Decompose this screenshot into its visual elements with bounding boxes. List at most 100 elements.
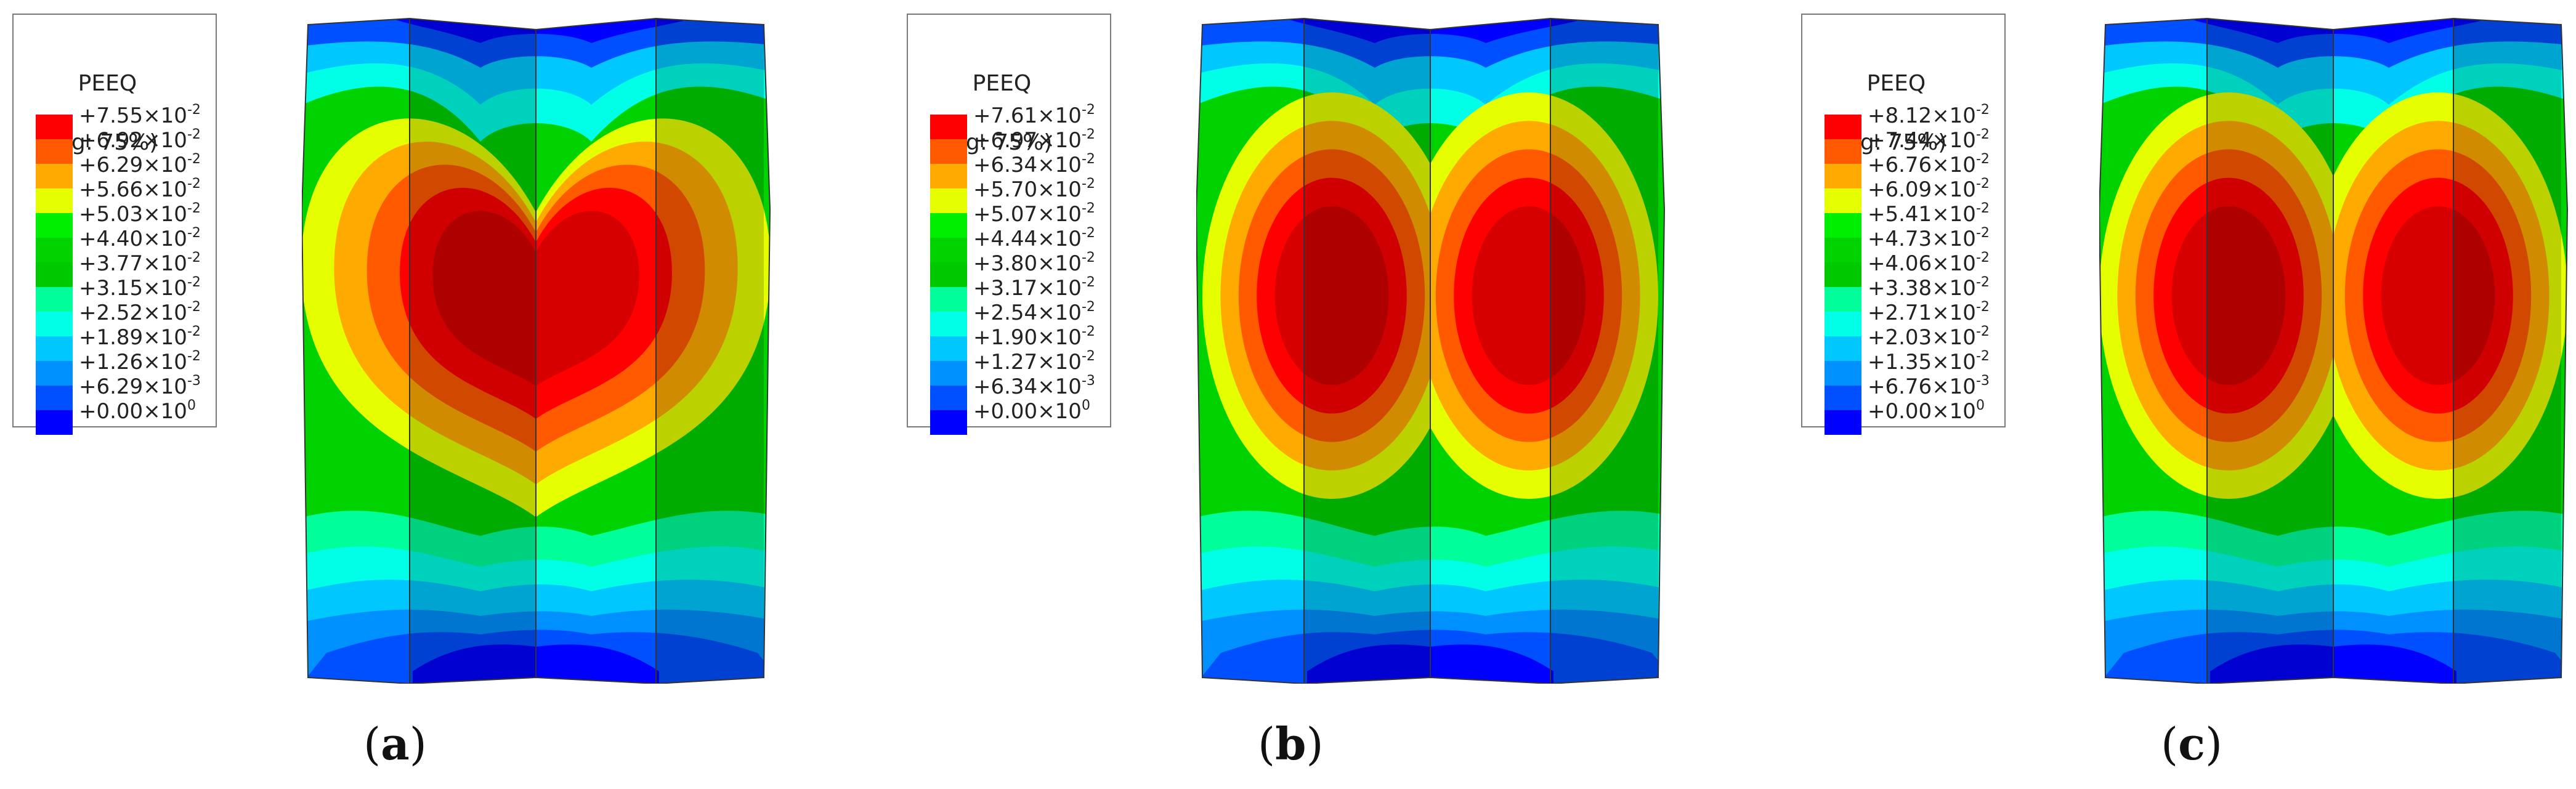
legend-value: +3.17×10-2 (973, 275, 1095, 301)
legend-swatch (930, 386, 967, 410)
legend-swatch (930, 139, 967, 164)
color-bar (1825, 115, 1861, 435)
legend-swatch (930, 213, 967, 238)
legend-swatch (36, 164, 73, 188)
panel-b: PEEQ (Avg: 75%) +7.61×10-2 +6.97×10-2 +6.3… (859, 0, 1717, 789)
legend-value: +4.40×10-2 (79, 225, 201, 252)
legend-value: +1.35×10-2 (1868, 349, 1990, 375)
contour-field (302, 18, 770, 684)
legend-labels: +7.61×10-2 +6.97×10-2 +6.34×10-2 +5.70×10-2… (973, 103, 1095, 424)
legend-swatch (36, 287, 73, 312)
legend-variable: PEEQ (972, 71, 1032, 96)
legend-value: +6.34×10-3 (973, 373, 1095, 400)
legend-labels: +7.55×10-2 +6.92×10-2 +6.29×10-2 +5.66×10-2… (79, 103, 201, 424)
legend-swatch (1825, 139, 1861, 164)
legend: PEEQ (Avg: 75%) +7.61×10-2 +6.97×10-2 +6.3… (907, 14, 1111, 435)
panel-face-shade (1550, 18, 1658, 684)
legend-swatch (36, 410, 73, 435)
legend: PEEQ (Avg: 75%) +7.55×10-2 +6.92×10-2 +6.2… (12, 14, 217, 435)
legend-swatch (930, 336, 967, 361)
legend-value: +5.03×10-2 (79, 201, 201, 227)
panel-a: PEEQ (Avg: 75%) +7.55×10-2 +6.92×10-2 +6.2… (0, 0, 859, 789)
legend-value: +6.76×10-2 (1868, 152, 1990, 178)
legend-swatch (36, 336, 73, 361)
panel-edges (1196, 17, 1666, 684)
legend-value: +6.29×10-2 (79, 152, 201, 178)
legend-swatch (1825, 336, 1861, 361)
legend-swatch (36, 115, 73, 139)
legend-swatch (1825, 287, 1861, 312)
legend-value: +0.00×100 (1868, 398, 1985, 424)
legend-value: +6.76×10-3 (1868, 373, 1990, 400)
legend-swatch (930, 238, 967, 262)
contour-plot (1196, 17, 1666, 684)
legend-value: +5.07×10-2 (973, 201, 1095, 227)
legend-value: +5.66×10-2 (79, 176, 201, 203)
legend-swatch (930, 361, 967, 386)
panel-face-shade (2207, 18, 2333, 684)
panel-edges (302, 17, 771, 684)
legend-swatch (36, 213, 73, 238)
panel-face-shade (656, 18, 764, 684)
legend-swatch (36, 312, 73, 336)
legend-variable: PEEQ (1866, 71, 1926, 96)
contour-field (2099, 18, 2567, 684)
color-bar (930, 115, 967, 435)
legend-swatch (1825, 361, 1861, 386)
legend-value: +6.09×10-2 (1868, 176, 1990, 203)
legend-value: +8.12×10-2 (1868, 102, 1990, 129)
contour-plot (2099, 17, 2569, 684)
legend-value: +7.55×10-2 (79, 102, 201, 129)
legend-value: +5.70×10-2 (973, 176, 1095, 203)
legend-value: +4.06×10-2 (1868, 250, 1990, 277)
legend-swatch (930, 164, 967, 188)
legend-swatch (36, 139, 73, 164)
legend-value: +2.52×10-2 (79, 299, 201, 326)
legend-swatch (930, 262, 967, 287)
legend-swatch (1825, 238, 1861, 262)
legend-swatch (36, 262, 73, 287)
legend-swatch (930, 188, 967, 213)
panel-face-shade (1304, 18, 1430, 684)
legend-value: +2.54×10-2 (973, 299, 1095, 326)
caption: (b) (1258, 718, 1324, 770)
legend-value: +6.34×10-2 (973, 152, 1095, 178)
legend-swatch (1825, 386, 1861, 410)
panel-face-shade (410, 18, 536, 684)
legend-value: +3.77×10-2 (79, 250, 201, 277)
legend-variable: PEEQ (78, 71, 137, 96)
legend-swatch (1825, 213, 1861, 238)
legend-value: +1.90×10-2 (973, 324, 1095, 350)
legend-title: PEEQ (Avg: 75%) (930, 39, 1052, 217)
legend-value: +7.44×10-2 (1868, 127, 1990, 153)
panel-edges (2099, 17, 2569, 684)
legend-value: +4.44×10-2 (973, 225, 1095, 252)
legend-swatch (36, 238, 73, 262)
panel-face-shade (2453, 18, 2561, 684)
contour-band (2171, 206, 2286, 386)
legend-value: +1.26×10-2 (79, 349, 201, 375)
contour-field (1196, 18, 1664, 684)
legend-swatch (930, 115, 967, 139)
legend-value: +1.89×10-2 (79, 324, 201, 350)
legend-value: +0.00×100 (79, 398, 196, 424)
legend-value: +5.41×10-2 (1868, 201, 1990, 227)
color-bar (36, 115, 73, 435)
contour-plot (302, 17, 771, 684)
caption: (a) (363, 718, 427, 770)
panel-c: PEEQ (Avg: 75%) +8.12×10-2 +7.44×10-2 +6.7… (1717, 0, 2576, 789)
legend-swatch (1825, 262, 1861, 287)
legend: PEEQ (Avg: 75%) +8.12×10-2 +7.44×10-2 +6.7… (1801, 14, 2006, 435)
legend-swatch (930, 410, 967, 435)
legend-value: +3.80×10-2 (973, 250, 1095, 277)
legend-value: +7.61×10-2 (973, 102, 1095, 129)
legend-value: +2.03×10-2 (1868, 324, 1990, 350)
legend-swatch (1825, 410, 1861, 435)
contour-band (1274, 206, 1389, 386)
legend-value: +6.29×10-3 (79, 373, 201, 400)
legend-swatch (1825, 115, 1861, 139)
caption: (c) (2161, 718, 2223, 770)
legend-swatch (1825, 312, 1861, 336)
legend-swatch (930, 312, 967, 336)
legend-value: +2.71×10-2 (1868, 299, 1990, 326)
